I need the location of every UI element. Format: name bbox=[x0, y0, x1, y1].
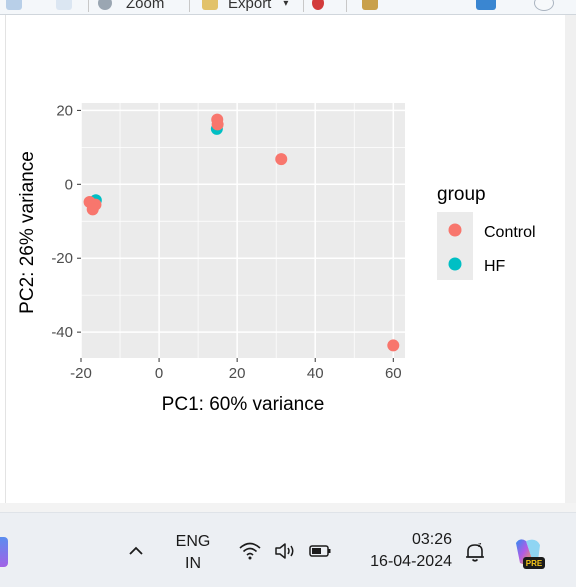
y-tick-label: -20 bbox=[51, 250, 73, 267]
toolbar-divider bbox=[189, 0, 190, 12]
y-axis-title: PC2: 26% variance bbox=[17, 151, 38, 314]
remove-plot-button[interactable] bbox=[312, 0, 324, 12]
back-arrow-icon bbox=[6, 0, 22, 10]
x-axis: -20 0 20 40 60 bbox=[70, 358, 402, 382]
date: 16-04-2024 bbox=[370, 553, 452, 570]
zoom-label: Zoom bbox=[126, 0, 165, 12]
region-code: IN bbox=[185, 555, 201, 572]
plot-panel bbox=[81, 103, 405, 358]
x-tick-label: 40 bbox=[307, 365, 324, 382]
data-point-control bbox=[275, 153, 288, 166]
copilot-icon[interactable]: PRE bbox=[510, 535, 546, 571]
battery-icon[interactable] bbox=[308, 539, 332, 563]
legend-title: group bbox=[437, 184, 486, 205]
y-axis: 20 0 -20 -40 bbox=[51, 102, 81, 341]
plot-toolbar: Zoom Export ▾ bbox=[0, 0, 576, 15]
export-button[interactable]: Export ▾ bbox=[202, 0, 288, 12]
legend: group Control HF bbox=[437, 184, 536, 280]
export-label: Export bbox=[228, 0, 272, 12]
clock[interactable]: 03:26 16-04-2024 bbox=[352, 529, 452, 573]
pca-chart: -20 0 20 40 60 20 0 -20 -40 PC1: 60% variance P… bbox=[17, 102, 536, 415]
pre-badge-label: PRE bbox=[526, 559, 543, 568]
wifi-icon[interactable] bbox=[238, 539, 262, 563]
broom-icon bbox=[362, 0, 378, 10]
legend-label-hf: HF bbox=[484, 258, 506, 275]
export-icon bbox=[202, 0, 218, 10]
grid-minor bbox=[81, 103, 405, 358]
x-tick-label: 20 bbox=[229, 365, 246, 382]
clear-all-button[interactable] bbox=[362, 0, 378, 12]
chevron-down-icon: ▾ bbox=[283, 0, 289, 9]
legend-key-control bbox=[448, 223, 462, 237]
remove-plot-icon bbox=[312, 0, 324, 10]
x-tick-label: -20 bbox=[70, 365, 92, 382]
time: 03:26 bbox=[411, 531, 452, 548]
x-tick-label: 0 bbox=[155, 365, 163, 382]
grid-major bbox=[80, 103, 405, 358]
refresh-button[interactable] bbox=[534, 0, 554, 12]
data-point-control bbox=[211, 113, 224, 126]
pane-edge-bottom bbox=[0, 503, 576, 512]
do-not-disturb-icon[interactable]: z bbox=[462, 539, 488, 565]
data-points bbox=[83, 113, 400, 352]
data-point-control bbox=[387, 339, 400, 352]
publish-icon bbox=[476, 0, 496, 10]
y-tick-label: 20 bbox=[56, 102, 73, 119]
forward-arrow-icon bbox=[56, 0, 72, 10]
toolbar-divider bbox=[346, 0, 347, 12]
zoom-icon bbox=[98, 0, 112, 10]
language-code: ENG bbox=[175, 533, 211, 550]
pane-edge bbox=[565, 15, 576, 512]
x-axis-title: PC1: 60% variance bbox=[162, 394, 325, 415]
toolbar-divider bbox=[303, 0, 304, 12]
toolbar-divider bbox=[88, 0, 89, 12]
language-indicator[interactable]: ENG IN bbox=[170, 531, 216, 575]
pre-badge bbox=[523, 557, 545, 569]
svg-text:z: z bbox=[478, 542, 482, 549]
y-tick-label: 0 bbox=[65, 176, 73, 193]
forward-button[interactable] bbox=[56, 0, 72, 12]
legend-label-control: Control bbox=[484, 224, 536, 241]
publish-button[interactable] bbox=[476, 0, 496, 12]
app-icon[interactable] bbox=[0, 537, 8, 567]
x-tick-label: 60 bbox=[385, 365, 402, 382]
zoom-button[interactable]: Zoom bbox=[98, 0, 164, 12]
chevron-up-icon[interactable] bbox=[126, 541, 146, 561]
data-point-control bbox=[86, 203, 99, 216]
legend-key-hf bbox=[448, 257, 462, 271]
speaker-icon[interactable] bbox=[273, 539, 297, 563]
back-button[interactable] bbox=[6, 0, 22, 12]
taskbar: ENG IN 03:26 16-04-2024 z bbox=[0, 512, 576, 587]
y-tick-label: -40 bbox=[51, 324, 73, 341]
